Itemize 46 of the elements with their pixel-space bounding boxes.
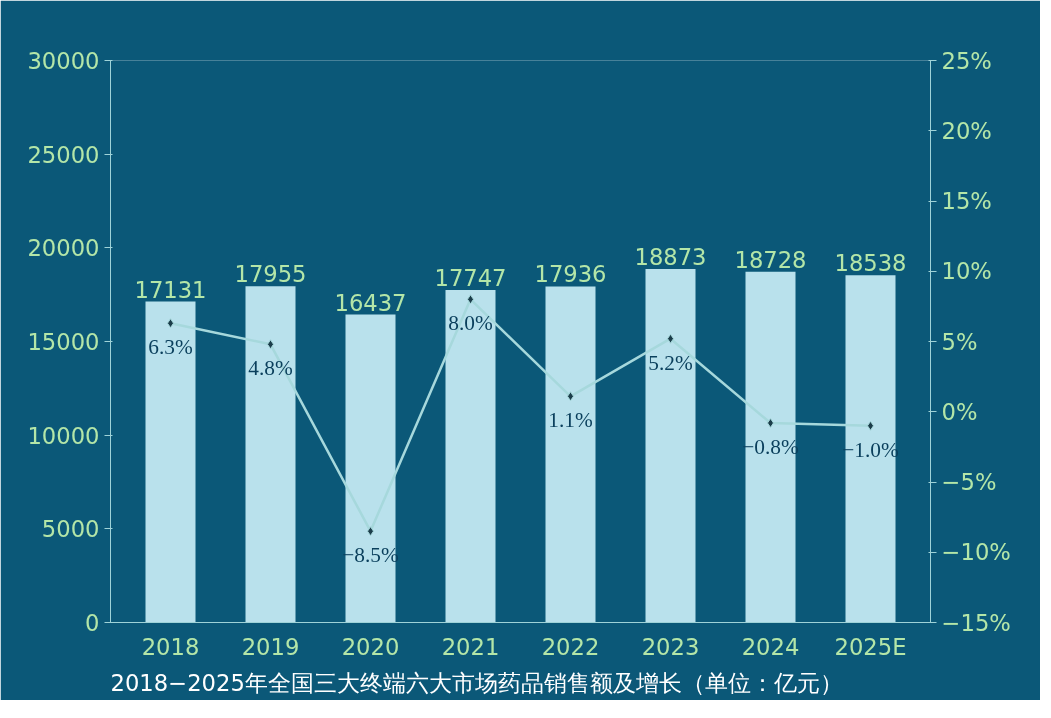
bar — [445, 290, 496, 623]
y-tick-label: 10000 — [27, 422, 100, 449]
bar — [545, 286, 596, 623]
y2-tick-label: 0% — [941, 398, 978, 425]
data-label: 18538 — [834, 250, 907, 277]
y-tick-label: 5000 — [41, 516, 100, 543]
data-label: 5.2% — [648, 350, 693, 375]
y2-tick-label: 5% — [941, 328, 978, 355]
bar — [245, 286, 296, 623]
data-label: 4.8% — [248, 356, 293, 381]
data-label: 17131 — [134, 276, 207, 303]
text: 2018−2025年全国三大终端六大市场药品销售额及增长（单位：亿元） — [110, 669, 843, 696]
y-tick-label: 30000 — [27, 48, 100, 74]
data-label: 6.3% — [148, 335, 193, 360]
data-label: 8.0% — [448, 311, 493, 336]
data-label: 17955 — [234, 261, 307, 288]
y-tick-label: 20000 — [27, 235, 100, 262]
x-tick-label: 2024 — [741, 633, 800, 660]
data-label: 1.1% — [548, 408, 593, 433]
data-label: 16437 — [334, 289, 407, 316]
x-tick-label: 2018 — [141, 633, 200, 660]
x-tick-label: 2022 — [541, 633, 600, 660]
data-label: 17747 — [434, 265, 507, 292]
x-tick-label: 2023 — [641, 633, 700, 660]
data-label: 18728 — [734, 246, 807, 273]
bar — [145, 301, 196, 623]
y-tick-label: 15000 — [27, 329, 100, 355]
y2-tick-label: 25% — [941, 47, 992, 74]
y2-tick-label: 15% — [941, 188, 992, 214]
y2-tick-label: −10% — [941, 539, 1011, 566]
x-tick-label: 2020 — [341, 633, 400, 660]
bar — [845, 275, 896, 623]
x-tick-label: 2021 — [441, 633, 500, 660]
data-label: 17936 — [534, 261, 607, 288]
bar — [745, 271, 796, 623]
x-tick-label: 2025E — [834, 633, 907, 660]
y2-tick-label: −15% — [941, 609, 1011, 636]
bar — [345, 314, 396, 623]
y-tick-label: 0 — [85, 610, 100, 636]
x-tick-label: 2019 — [241, 633, 300, 660]
y2-tick-label: 10% — [941, 258, 992, 285]
y2-tick-label: −5% — [941, 469, 997, 495]
data-label: 18873 — [634, 243, 707, 270]
y-tick-label: 25000 — [27, 141, 100, 168]
y2-tick-label: 20% — [941, 117, 992, 144]
bar — [645, 268, 696, 623]
